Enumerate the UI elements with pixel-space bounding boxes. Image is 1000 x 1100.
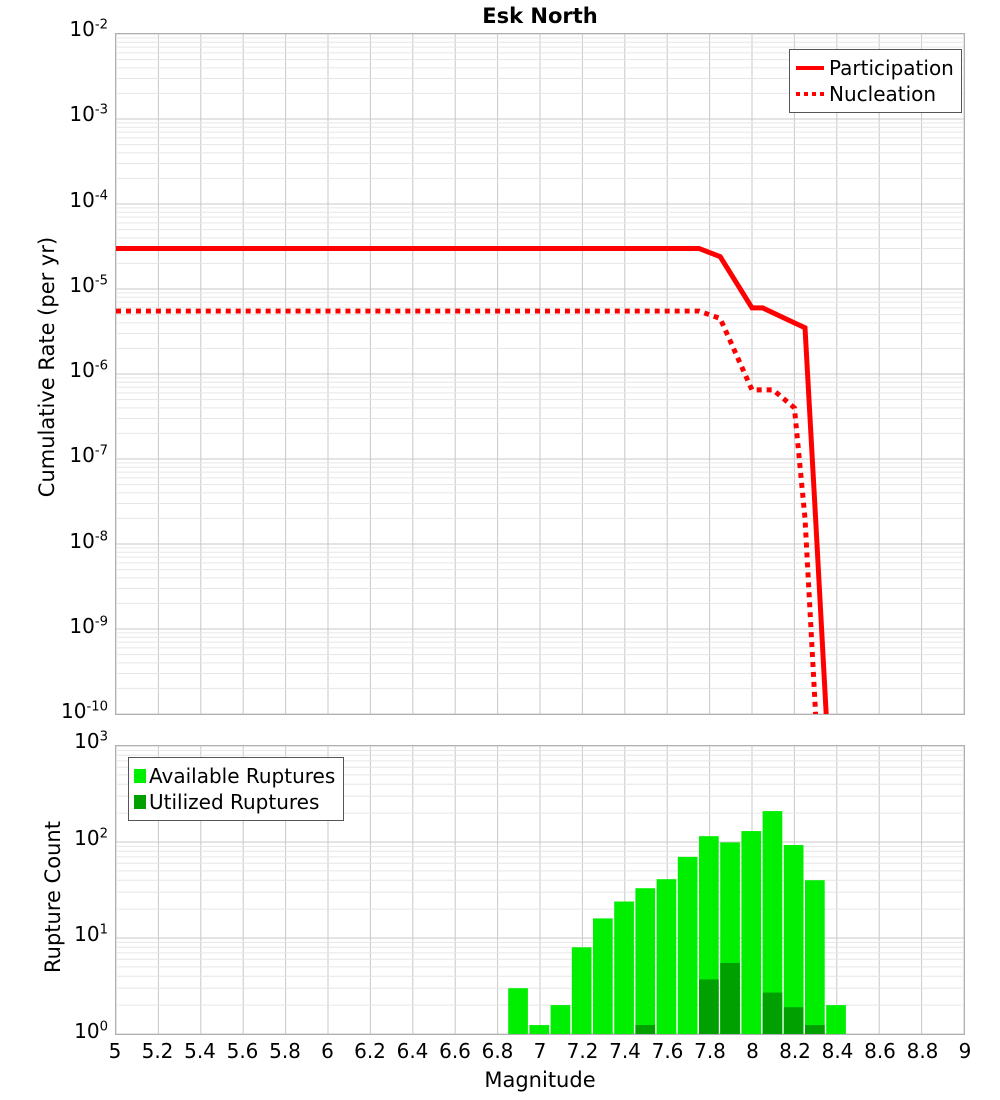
dotted-line-swatch-icon [795, 85, 825, 103]
page-title: Esk North [482, 4, 598, 28]
x-tick-label: 8.4 [821, 1039, 854, 1063]
utilized-ruptures-swatch-icon [134, 795, 146, 809]
x-tick-label: 6.2 [354, 1039, 386, 1063]
legend-label-utilized-ruptures: Utilized Ruptures [149, 790, 320, 814]
x-tick-label: 5.4 [184, 1039, 216, 1063]
top-chart-y-tick-labels: 10-2 10-3 10-4 10-5 10-6 10-7 10-8 10-9 10-10 [0, 0, 108, 760]
y-tick-label: 10-6 [69, 358, 108, 382]
x-tick-label: 7 [533, 1039, 547, 1063]
x-tick-label: 6.8 [481, 1039, 514, 1063]
y-tick-label: 10-7 [69, 443, 108, 468]
x-tick-label: 8.6 [864, 1039, 896, 1063]
y-tick-label: 10-5 [69, 272, 108, 297]
y-tick-label: 10-4 [69, 187, 108, 212]
y-tick-label: 10-8 [69, 528, 108, 553]
x-tick-label: 5 [108, 1039, 122, 1063]
available-ruptures-swatch-icon [134, 769, 146, 783]
legend-item-nucleation: Nucleation [795, 81, 954, 107]
y-tick-label: 10-9 [69, 613, 108, 638]
x-tick-label: 7.6 [651, 1039, 684, 1063]
y-tick-label: 10-2 [69, 17, 108, 41]
legend-item-participation: Participation [795, 55, 954, 81]
legend-label-nucleation: Nucleation [829, 82, 937, 106]
x-tick-label: 8.8 [906, 1039, 939, 1063]
y-tick-label: 101 [74, 922, 108, 947]
x-tick-label: 9 [958, 1039, 972, 1063]
y-tick-label: 100 [74, 1019, 108, 1043]
x-tick-label: 6.6 [439, 1039, 471, 1063]
legend-item-utilized-ruptures: Utilized Ruptures [134, 789, 336, 815]
y-tick-label: 10-3 [69, 102, 108, 127]
legend-label-participation: Participation [829, 56, 954, 80]
x-tick-label: 5.6 [226, 1039, 259, 1063]
legend-item-available-ruptures: Available Ruptures [134, 763, 336, 789]
x-tick-label: 5.8 [269, 1039, 301, 1063]
x-tick-label: 6.4 [396, 1039, 429, 1063]
top-chart-curves [116, 245, 829, 714]
x-tick-label: 5.2 [141, 1039, 174, 1063]
x-tick-label: 6 [321, 1039, 334, 1063]
y-tick-label: 10-10 [61, 699, 108, 723]
top-chart-legend: Participation Nucleation [789, 49, 962, 113]
y-tick-label: 102 [74, 825, 108, 850]
x-tick-label: 7.8 [694, 1039, 726, 1063]
legend-label-available-ruptures: Available Ruptures [149, 764, 336, 788]
bottom-chart-legend: Available Ruptures Utilized Ruptures [128, 757, 344, 821]
x-tick-label: 7.4 [609, 1039, 641, 1063]
x-tick-label: 8.2 [779, 1039, 811, 1063]
x-tick-label: 8 [746, 1039, 759, 1063]
solid-line-swatch-icon [795, 59, 825, 77]
bottom-chart-y-tick-labels: 103 102 101 100 [0, 0, 108, 1060]
x-axis-label: Magnitude [484, 1068, 596, 1092]
bottom-chart-bars [508, 811, 846, 1034]
top-chart-plot-area [115, 33, 965, 715]
y-tick-label: 103 [74, 729, 108, 753]
x-tick-label: 7.2 [566, 1039, 599, 1063]
top-chart-gridlines [116, 34, 964, 714]
